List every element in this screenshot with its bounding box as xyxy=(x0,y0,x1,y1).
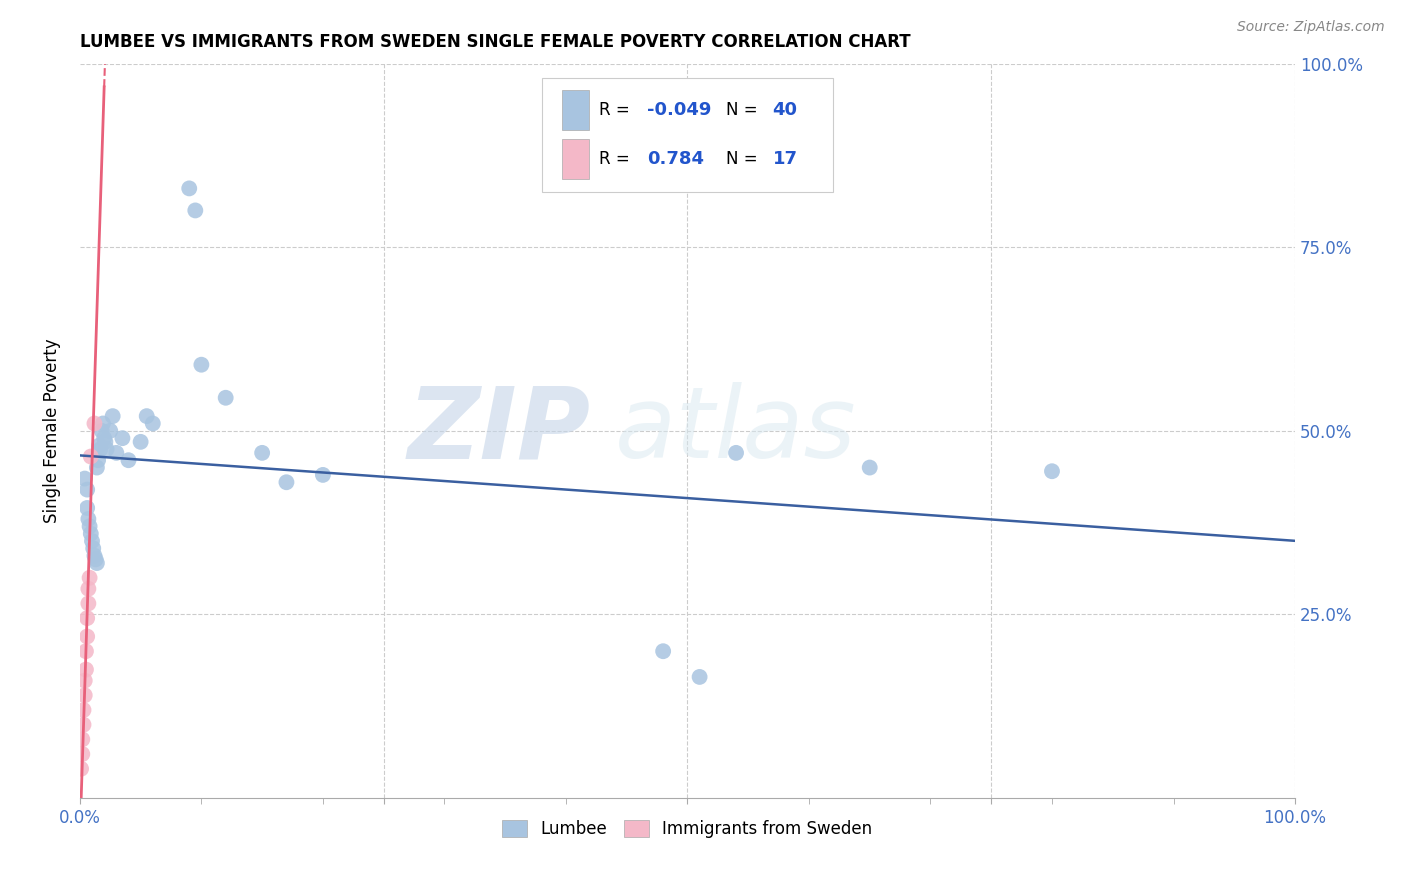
Point xyxy=(111,431,134,445)
Text: atlas: atlas xyxy=(614,383,856,479)
Text: Source: ZipAtlas.com: Source: ZipAtlas.com xyxy=(1237,20,1385,34)
FancyBboxPatch shape xyxy=(541,78,834,192)
Point xyxy=(75,663,97,677)
Point xyxy=(652,644,675,658)
Text: LUMBEE VS IMMIGRANTS FROM SWEDEN SINGLE FEMALE POVERTY CORRELATION CHART: LUMBEE VS IMMIGRANTS FROM SWEDEN SINGLE … xyxy=(80,33,911,51)
Point xyxy=(76,483,98,497)
Point xyxy=(142,417,165,431)
Point xyxy=(90,424,112,438)
Point xyxy=(725,446,748,460)
Point xyxy=(94,434,117,449)
Point xyxy=(89,442,111,457)
Point xyxy=(72,717,94,731)
Point xyxy=(70,762,93,776)
Point xyxy=(73,673,96,688)
Point xyxy=(96,442,118,457)
Point xyxy=(101,409,124,424)
Point xyxy=(72,747,94,761)
Y-axis label: Single Female Poverty: Single Female Poverty xyxy=(44,338,60,523)
Point xyxy=(184,203,207,218)
Point xyxy=(190,358,212,372)
Point xyxy=(72,732,94,747)
Point xyxy=(76,611,98,625)
Point xyxy=(98,424,121,438)
Point xyxy=(689,670,711,684)
Text: 40: 40 xyxy=(772,101,797,119)
Point xyxy=(93,42,115,56)
Text: R =: R = xyxy=(599,101,634,119)
Text: ZIP: ZIP xyxy=(408,383,591,479)
Point xyxy=(129,434,152,449)
Legend: Lumbee, Immigrants from Sweden: Lumbee, Immigrants from Sweden xyxy=(496,814,879,845)
Point xyxy=(80,534,103,549)
Point xyxy=(77,582,100,596)
Point xyxy=(250,446,273,460)
Point xyxy=(117,453,139,467)
Point xyxy=(84,552,107,566)
Point xyxy=(215,391,238,405)
Bar xyxy=(562,139,589,179)
Point xyxy=(86,556,108,570)
Point xyxy=(83,417,105,431)
Point xyxy=(77,597,100,611)
Point xyxy=(91,417,114,431)
Point xyxy=(73,688,96,702)
Point xyxy=(135,409,157,424)
Point xyxy=(80,526,103,541)
Text: R =: R = xyxy=(599,150,640,168)
Point xyxy=(859,460,882,475)
Point xyxy=(75,644,97,658)
Point xyxy=(79,519,101,533)
Point xyxy=(87,453,110,467)
Point xyxy=(179,181,201,195)
Point xyxy=(76,500,98,515)
Text: 17: 17 xyxy=(772,150,797,168)
Text: 0.784: 0.784 xyxy=(647,150,704,168)
Point xyxy=(105,446,128,460)
Point xyxy=(79,571,101,585)
Point xyxy=(276,475,298,490)
Text: N =: N = xyxy=(727,150,763,168)
Point xyxy=(86,460,108,475)
Point xyxy=(76,630,98,644)
Point xyxy=(312,467,335,482)
Text: N =: N = xyxy=(727,101,763,119)
Point xyxy=(73,472,96,486)
Point xyxy=(83,549,105,563)
Point xyxy=(80,450,103,464)
Point xyxy=(72,703,94,717)
Bar xyxy=(562,89,589,130)
Point xyxy=(82,541,104,556)
Point xyxy=(93,431,115,445)
Point xyxy=(77,512,100,526)
Text: -0.049: -0.049 xyxy=(647,101,711,119)
Point xyxy=(1040,464,1063,478)
Point xyxy=(89,438,111,452)
